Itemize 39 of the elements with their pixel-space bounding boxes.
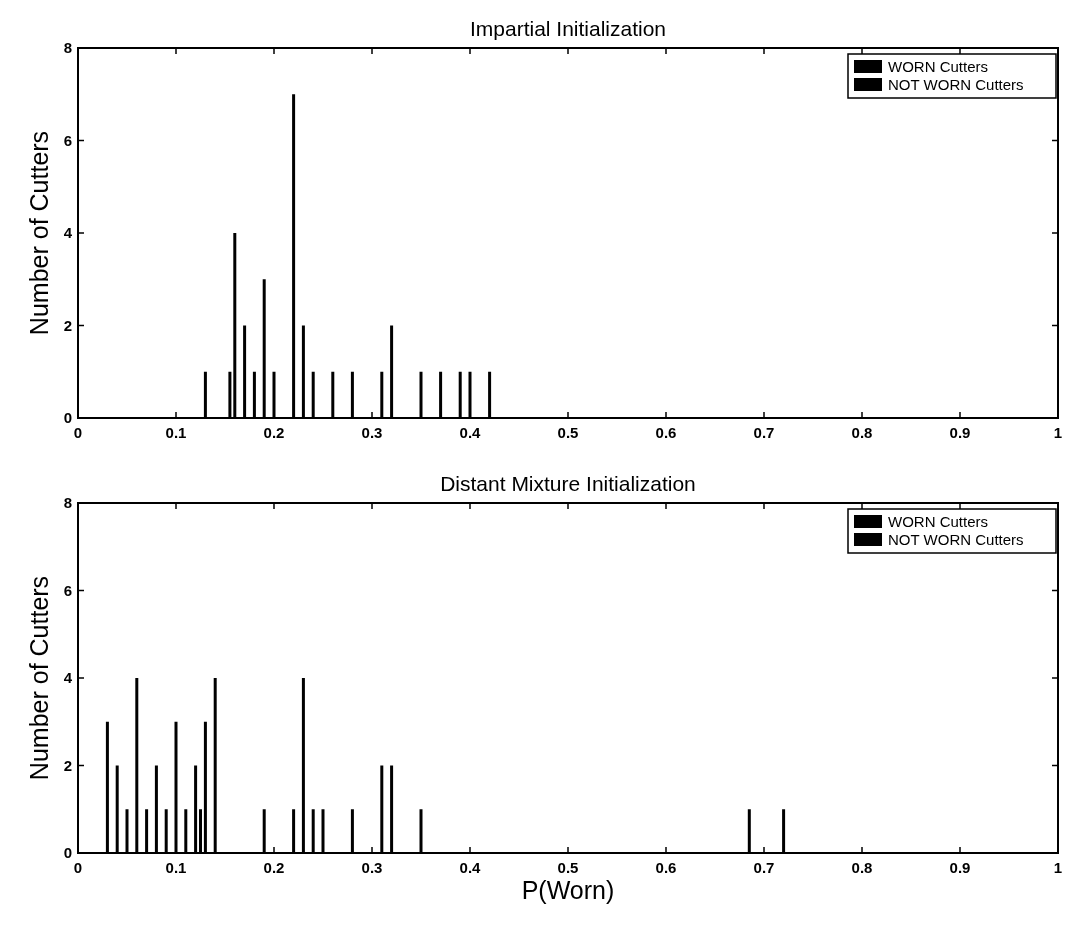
x-tick-label: 0.3 xyxy=(361,859,383,876)
y-axis-title: Number of Cutters xyxy=(25,575,53,781)
x-tick-label: 0.8 xyxy=(851,424,873,441)
chart-title: Distant Mixture Initialization xyxy=(440,472,696,495)
legend-label: NOT WORN Cutters xyxy=(888,76,1024,93)
x-tick-label: 0.6 xyxy=(655,424,677,441)
x-tick-label: 0.1 xyxy=(165,859,187,876)
y-tick-label: 6 xyxy=(63,131,72,149)
x-tick-label: 0.9 xyxy=(949,859,971,876)
x-tick-label: 0.9 xyxy=(949,424,971,441)
y-tick-label: 2 xyxy=(63,756,72,774)
y-axis-title: Number of Cutters xyxy=(25,130,53,336)
x-tick-label: 0.1 xyxy=(165,424,187,441)
y-tick-label: 8 xyxy=(63,39,72,56)
y-tick-label: 6 xyxy=(63,581,72,599)
x-tick-label: 0.3 xyxy=(361,424,383,441)
chart-title: Impartial Initialization xyxy=(469,17,667,40)
y-tick-label: 4 xyxy=(63,224,73,241)
x-tick-label: 0.8 xyxy=(851,859,873,876)
y-tick-label: 8 xyxy=(63,494,72,511)
x-tick-label: 0.5 xyxy=(557,859,579,876)
x-tick-label: 0.4 xyxy=(459,424,482,441)
y-tick-label: 0 xyxy=(63,409,72,426)
legend-label: NOT WORN Cutters xyxy=(888,531,1024,548)
x-tick-label: 0.7 xyxy=(753,859,775,876)
legend-label: WORN Cutters xyxy=(888,58,989,75)
y-tick-label: 0 xyxy=(63,844,72,861)
x-tick-label: 0.5 xyxy=(557,424,579,441)
x-tick-label: 0.4 xyxy=(459,859,482,876)
legend-label: WORN Cutters xyxy=(888,513,989,530)
x-axis-title: P(Worn) xyxy=(521,876,615,904)
x-tick-label: 0.2 xyxy=(263,424,285,441)
x-tick-label: 0.7 xyxy=(753,424,775,441)
y-tick-label: 4 xyxy=(63,669,73,686)
x-tick-label: 1 xyxy=(1053,424,1063,441)
x-tick-label: 1 xyxy=(1053,859,1063,876)
x-tick-label: 0.2 xyxy=(263,859,285,876)
x-tick-label: 0.6 xyxy=(655,859,677,876)
y-tick-label: 2 xyxy=(63,316,72,334)
